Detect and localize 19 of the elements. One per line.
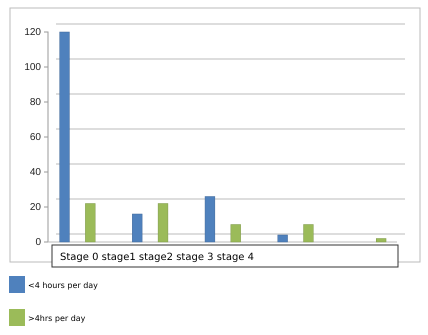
bar <box>204 196 216 242</box>
bar <box>132 214 142 242</box>
y-tick-label: 20 <box>30 202 42 214</box>
y-tick-label: 40 <box>30 167 42 178</box>
text: Stage 0 stage1 stage2 stage 3 stage 4 <box>60 252 254 263</box>
bar <box>278 234 288 242</box>
bar <box>303 224 314 242</box>
legend-label: >4hrs per day <box>28 314 86 323</box>
legend-label: <4 hours per day <box>28 281 98 290</box>
bar <box>376 238 386 242</box>
y-tick-label: 120 <box>24 27 42 38</box>
y-tick-label: 80 <box>30 97 42 108</box>
y-tick-label: 100 <box>24 62 42 74</box>
bar <box>230 224 241 242</box>
bar <box>59 32 70 242</box>
bar <box>158 203 168 242</box>
y-tick-label: 0 <box>35 237 42 248</box>
bar <box>85 203 96 242</box>
y-tick-label: 60 <box>30 132 42 144</box>
